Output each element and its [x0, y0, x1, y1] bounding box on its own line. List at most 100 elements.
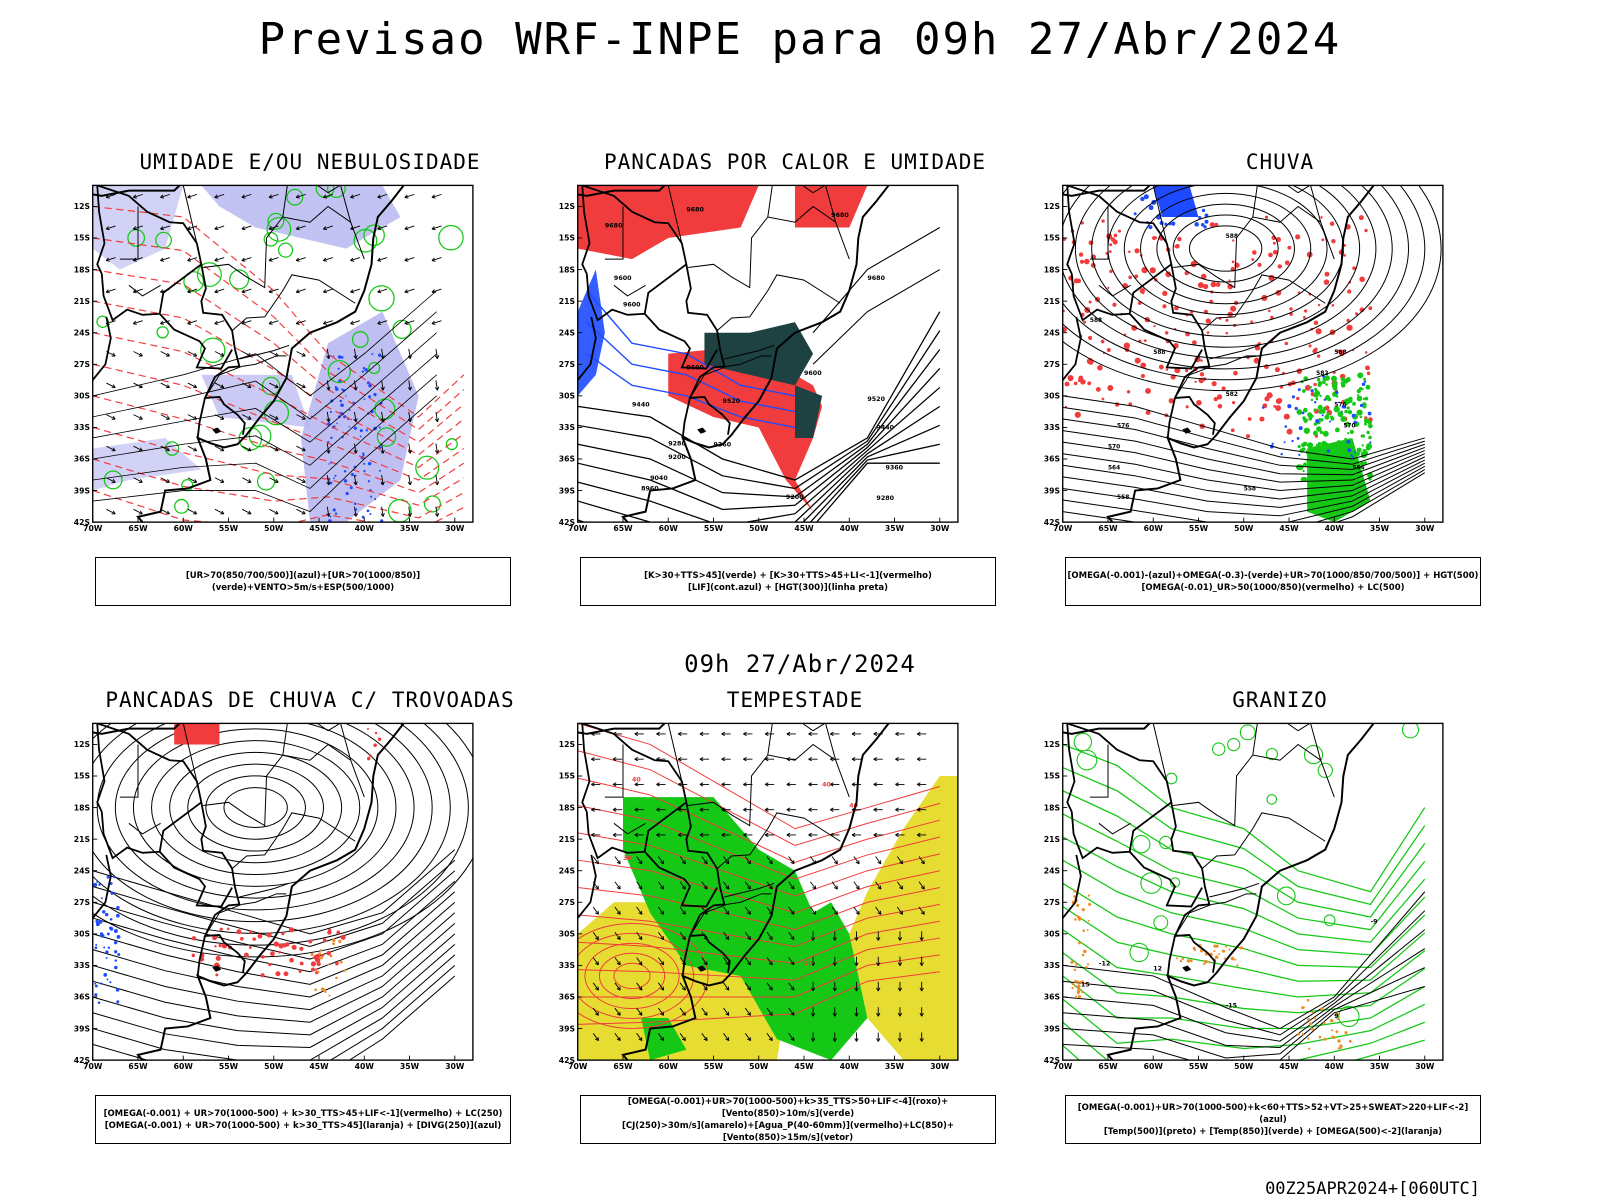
contour-label: 588: [1226, 234, 1238, 240]
contour-label: 570: [1343, 423, 1355, 429]
lat-tick-label: 33S: [1044, 961, 1060, 970]
legend-line: [OMEGA(-0.001)-(azul)+OMEGA(-0.3)-(verde…: [1067, 570, 1479, 581]
map-frame: [577, 184, 959, 523]
map-panel-chuva: CHUVA 588 588 588 588 582 582 576 576 570 570 564 56…: [1044, 150, 1515, 630]
lon-tick-label: 45W: [794, 1062, 814, 1071]
map-boundaries: [1062, 185, 1375, 523]
lon-tick-label: 65W: [613, 1062, 633, 1071]
contour-label: 8960: [641, 486, 659, 493]
contour-label: 9680: [831, 212, 849, 219]
legend-line: [Temp(500)](preto) + [Temp(850)](verde) …: [1103, 1126, 1443, 1137]
forecast-map: -12 -15 -9 15 12 9 12S 15S 18S 21S 24S 27S 30S 33S 36S…: [1044, 722, 1444, 1071]
lat-tick-label: 39S: [1044, 486, 1060, 495]
lat-tick-label: 24S: [1044, 866, 1060, 875]
lat-tick-label: 36S: [559, 455, 575, 464]
lat-tick-label: 33S: [559, 423, 575, 432]
map-field-layers: [92, 723, 473, 1061]
contour-label: 582: [1226, 392, 1238, 398]
lat-tick-label: 30S: [1044, 930, 1060, 939]
lat-tick-label: 39S: [74, 486, 90, 495]
panel-legend: [OMEGA(-0.001)+UR>70(1000-500)+k<60+TTS>…: [1065, 1095, 1481, 1144]
forecast-map: 588 588 588 588 582 582 576 576 570 570 564 564 558 5…: [1044, 184, 1444, 533]
contour-label: 576: [1117, 423, 1129, 429]
main-title: Previsao WRF-INPE para 09h 27/Abr/2024: [258, 14, 1342, 65]
lon-tick-label: 70W: [1053, 1062, 1073, 1071]
lon-tick-label: 45W: [794, 524, 814, 533]
map-frame: [92, 722, 474, 1061]
lon-tick-label: 70W: [568, 524, 588, 533]
lon-tick-label: 30W: [1415, 524, 1435, 533]
lat-tick-label: 27S: [1044, 898, 1060, 907]
contour-label: 570: [1108, 444, 1120, 450]
map-panel-pancadas_calor: PANCADAS POR CALOR E UMIDADE 9680 9680 9600…: [559, 150, 1030, 630]
contour-label: 9520: [723, 398, 741, 405]
lat-tick-label: 18S: [559, 265, 575, 274]
lat-tick-label: 21S: [559, 835, 575, 844]
map-panel-trovoadas: PANCADAS DE CHUVA C/ TROVOADAS 12S 15S 18S 2…: [74, 688, 545, 1168]
lon-tick-label: 70W: [1053, 524, 1073, 533]
lat-tick-label: 18S: [559, 803, 575, 812]
map-field-layers: 588 588 588 588 582 582 576 576 570 570 564 564 558 5…: [1062, 185, 1443, 523]
lat-tick-label: 42S: [559, 1056, 575, 1065]
model-run-label: 00Z25APR2024+[060UTC]: [1265, 1179, 1480, 1199]
lat-tick-label: 27S: [559, 898, 575, 907]
lat-tick-label: 12S: [74, 740, 90, 749]
lon-tick-label: 35W: [400, 1062, 420, 1071]
lat-tick-label: 30S: [559, 930, 575, 939]
lat-tick-label: 12S: [559, 740, 575, 749]
map-panel-granizo: GRANIZO -12 -15 -9 15 12 9 12S 15S 18S 21S 24S 27S 30…: [1044, 688, 1515, 1168]
lon-tick-label: 35W: [1370, 524, 1390, 533]
lat-tick-label: 30S: [559, 392, 575, 401]
contour-label: 564: [1352, 466, 1364, 472]
lon-tick-label: 65W: [1098, 524, 1118, 533]
lat-tick-label: 30S: [1044, 392, 1060, 401]
contour-label: 12: [1153, 966, 1162, 973]
panel-title: PANCADAS POR CALOR E UMIDADE: [603, 150, 986, 174]
panel-legend: [OMEGA(-0.001)-(azul)+OMEGA(-0.3)-(verde…: [1065, 557, 1481, 606]
lat-tick-label: 39S: [559, 486, 575, 495]
panel-legend: [K>30+TTS>45](verde) + [K>30+TTS>45+LI<-…: [580, 557, 996, 606]
lon-tick-label: 50W: [264, 524, 284, 533]
lon-tick-label: 30W: [445, 1062, 465, 1071]
lat-tick-label: 24S: [74, 328, 90, 337]
lon-tick-label: 60W: [174, 524, 194, 533]
lat-tick-label: 39S: [74, 1024, 90, 1033]
lon-tick-label: 40W: [1325, 1062, 1345, 1071]
lon-tick-label: 65W: [128, 524, 148, 533]
lon-tick-label: 65W: [1098, 1062, 1118, 1071]
lon-tick-label: 45W: [1279, 1062, 1299, 1071]
map-frame: [1062, 184, 1444, 523]
contour-label: 9680: [686, 207, 704, 214]
lon-tick-label: 45W: [309, 1062, 329, 1071]
lat-tick-label: 33S: [74, 961, 90, 970]
panel-legend: [OMEGA(-0.001) + UR>70(1000-500) + k>30_…: [95, 1095, 511, 1144]
lon-tick-label: 40W: [355, 1062, 375, 1071]
contour-label: 9280: [668, 440, 686, 447]
panel-title: TEMPESTADE: [726, 688, 864, 712]
map-boundaries: [92, 185, 405, 523]
contour-label: 9280: [876, 495, 894, 502]
lon-tick-label: 55W: [1189, 524, 1209, 533]
lon-tick-label: 55W: [219, 1062, 239, 1071]
map-field-layers: -12 -15 -9 15 12 9: [1062, 723, 1443, 1061]
lon-tick-label: 40W: [355, 524, 375, 533]
map-boundaries: [577, 185, 890, 523]
lon-tick-label: 60W: [659, 1062, 679, 1071]
legend-line: [K>30+TTS>45](verde) + [K>30+TTS>45+LI<-…: [644, 570, 932, 581]
map-field-layers: [92, 185, 473, 523]
map-panel-tempestade: TEMPESTADE 40 40 50 30 40 12S 15S 18S 21S 24S 27S 30…: [559, 688, 1030, 1168]
lon-tick-label: 55W: [219, 524, 239, 533]
lon-tick-label: 50W: [1234, 524, 1254, 533]
lat-tick-label: 15S: [74, 772, 90, 781]
lon-tick-label: 65W: [128, 1062, 148, 1071]
lon-tick-label: 40W: [840, 524, 860, 533]
contour-label: -9: [1370, 918, 1377, 925]
lon-tick-label: 60W: [1144, 524, 1164, 533]
legend-line: [OMEGA(-0.01)_UR>50(1000/850)(vermelho) …: [1141, 582, 1405, 593]
lat-tick-label: 33S: [1044, 423, 1060, 432]
map-frame: [92, 184, 474, 523]
panel-title: CHUVA: [1245, 150, 1315, 174]
contour-label: 40: [822, 782, 831, 789]
lat-tick-label: 27S: [1044, 360, 1060, 369]
lat-tick-label: 12S: [1044, 202, 1060, 211]
